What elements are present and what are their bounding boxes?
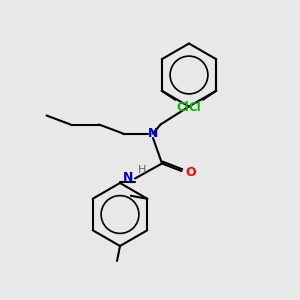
Text: Cl: Cl [177,101,190,114]
Text: N: N [123,171,134,184]
Text: H: H [138,165,146,175]
Text: Cl: Cl [188,101,201,114]
Text: O: O [185,166,196,179]
Text: N: N [148,127,158,140]
